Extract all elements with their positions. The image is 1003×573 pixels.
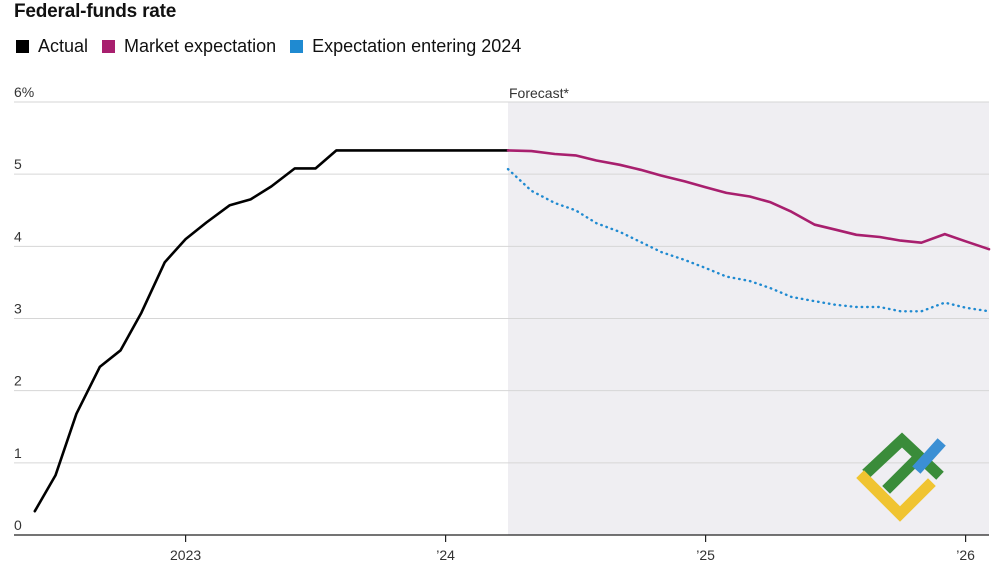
grid-lines bbox=[14, 101, 989, 464]
y-tick-label-0: 0 bbox=[14, 517, 22, 533]
legend-item-actual: Actual bbox=[16, 36, 88, 57]
chart-legend: Actual Market expectation Expectation en… bbox=[16, 36, 535, 57]
legend-label-actual: Actual bbox=[38, 36, 89, 56]
legend-swatch-market-expectation bbox=[102, 40, 116, 53]
series-line-1 bbox=[506, 149, 991, 251]
legend-item-market-expectation: Market expectation bbox=[102, 36, 276, 57]
y-tick-label-4: 4 bbox=[14, 228, 22, 244]
watermark-logo bbox=[856, 432, 946, 522]
chart-title: Federal-funds rate bbox=[14, 1, 177, 22]
series-line-2 bbox=[506, 167, 991, 313]
legend-label-market-expectation: Market expectation bbox=[124, 36, 277, 56]
logo-yellow-stroke bbox=[856, 470, 936, 522]
series-lines bbox=[33, 149, 991, 513]
legend-swatch-actual bbox=[16, 40, 29, 53]
legend-item-expectation-entering-2024: Expectation entering 2024 bbox=[290, 36, 521, 57]
logo-blue-stroke bbox=[912, 438, 946, 474]
y-tick-label-1: 1 bbox=[14, 445, 22, 461]
y-tick-label-2: 2 bbox=[14, 373, 22, 389]
series-line-0 bbox=[33, 149, 510, 513]
y-axis-ticks: 0 1 2 3 4 5 6% bbox=[14, 84, 34, 533]
x-tick-label-1: ’24 bbox=[436, 547, 455, 563]
logo-green-inner bbox=[882, 452, 924, 494]
x-tick-label-0: 2023 bbox=[170, 547, 201, 563]
legend-label-expectation-entering-2024: Expectation entering 2024 bbox=[312, 36, 522, 56]
x-tick-label-2: ’25 bbox=[696, 547, 715, 563]
forecast-label: Forecast* bbox=[509, 85, 569, 101]
x-tick-label-3: ’26 bbox=[956, 547, 975, 563]
legend-swatch-expectation-entering-2024 bbox=[290, 40, 304, 53]
y-tick-label-5: 5 bbox=[14, 156, 22, 172]
y-tick-label-3: 3 bbox=[14, 301, 22, 317]
y-tick-label-6: 6% bbox=[14, 84, 34, 100]
x-axis-ticks: 2023 ’24 ’25 ’26 bbox=[170, 535, 975, 563]
